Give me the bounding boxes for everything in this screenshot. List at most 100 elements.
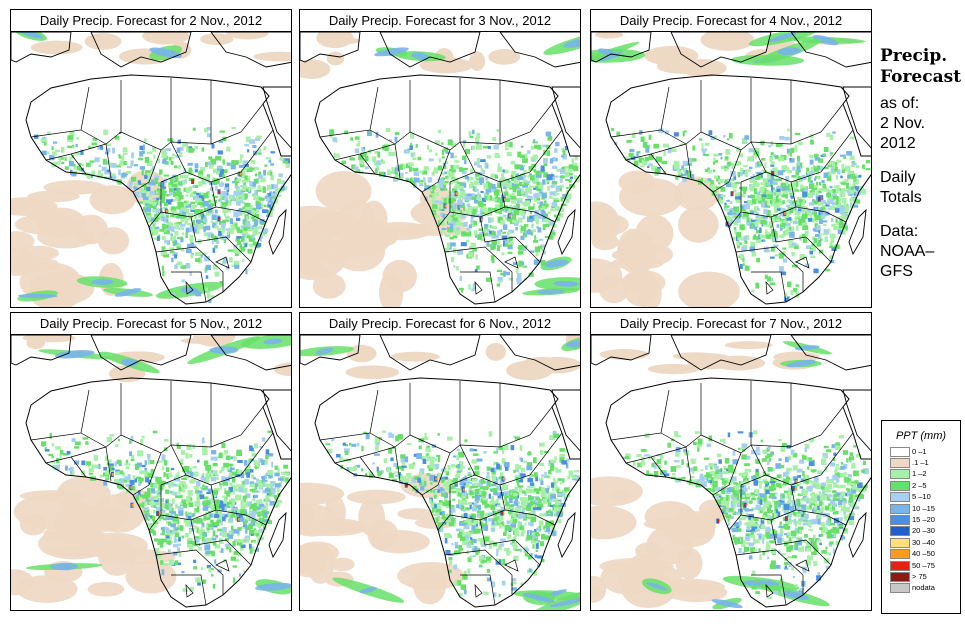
country-border	[421, 452, 451, 496]
forecast-panel: Daily Precip. Forecast for 5 Nov., 2012	[10, 312, 292, 611]
country-border	[80, 383, 122, 448]
light-precip-layer	[11, 335, 291, 603]
country-border	[30, 389, 90, 441]
precip-map	[10, 31, 292, 308]
europe-outline	[11, 335, 291, 371]
country-border	[155, 246, 224, 292]
madagascar-outline	[557, 208, 576, 256]
country-border	[210, 181, 267, 223]
country-border	[155, 549, 224, 595]
forecast-panel: Daily Precip. Forecast for 2 Nov., 2012	[10, 9, 292, 308]
precip-map	[299, 334, 581, 611]
forecast-panel: Daily Precip. Forecast for 3 Nov., 2012	[299, 9, 581, 308]
legend-swatch	[890, 526, 910, 537]
country-border	[765, 129, 854, 183]
country-border	[210, 484, 267, 526]
country-border	[190, 216, 252, 263]
country-border	[735, 549, 804, 595]
legend-swatch	[890, 537, 910, 548]
country-border	[105, 143, 112, 179]
country-border	[444, 549, 513, 595]
legend-item: nodata	[882, 583, 960, 594]
arabia-outline	[551, 389, 580, 452]
madagascar-outline	[268, 208, 287, 256]
precip-map	[10, 334, 292, 611]
country-border	[319, 389, 379, 441]
legend-label: 1 –2	[912, 469, 927, 479]
country-border	[409, 381, 461, 454]
country-border	[460, 574, 496, 606]
country-border	[394, 143, 401, 179]
precip-map	[590, 334, 872, 611]
country-border	[319, 86, 379, 138]
country-border	[660, 80, 702, 145]
legend-item: 50 –75	[882, 560, 960, 571]
country-border	[700, 381, 752, 454]
country-border	[765, 583, 774, 598]
land-rain-layer	[41, 430, 291, 592]
sidebar-info: Precip. Forecast as of: 2 Nov. 2012 Dail…	[880, 46, 965, 282]
europe-outline	[11, 32, 291, 68]
country-border	[185, 432, 274, 486]
legend-item: 20 –30	[882, 526, 960, 537]
precip-map	[590, 31, 872, 308]
country-border	[394, 446, 401, 482]
country-border	[499, 484, 556, 526]
country-border	[359, 153, 376, 175]
arabia-outline	[842, 86, 871, 149]
legend-item: 0 –1	[882, 446, 960, 457]
country-border	[185, 129, 274, 183]
panel-title: Daily Precip. Forecast for 3 Nov., 2012	[299, 9, 581, 32]
country-border	[171, 271, 207, 303]
country-border	[190, 519, 252, 566]
country-border	[650, 153, 667, 175]
legend-item: 5 –10	[882, 492, 960, 503]
madagascar-outline	[268, 511, 287, 559]
data-line-1: Data:	[880, 223, 919, 240]
arabia-outline	[551, 86, 580, 149]
heading-line-1: Precip.	[880, 46, 948, 66]
country-border	[770, 519, 832, 566]
country-border	[504, 559, 519, 572]
africa-coastline	[605, 74, 871, 305]
country-border	[171, 574, 207, 606]
legend-label: 0 –1	[912, 446, 927, 456]
legend-item: 30 –40	[882, 537, 960, 548]
country-border	[750, 406, 844, 448]
arabia-outline	[262, 389, 291, 452]
europe-outline	[591, 335, 871, 371]
country-border	[185, 280, 194, 295]
legend-label: 10 –15	[912, 503, 935, 513]
legend-label: nodata	[912, 583, 935, 593]
ppt-legend: PPT (mm) 0 –1 .1 –1 1 –2 2 –5 5 –10 10 –15 15 …	[881, 420, 961, 614]
legend-swatch	[890, 549, 910, 560]
land-rain-layer	[325, 430, 580, 598]
country-border	[215, 559, 230, 572]
africa-coastline	[605, 377, 871, 608]
country-border	[105, 446, 112, 482]
country-border	[474, 432, 563, 486]
legend-item: 40 –50	[882, 549, 960, 560]
country-border	[795, 559, 810, 572]
legend-swatch	[890, 583, 910, 594]
legend-title: PPT (mm)	[895, 430, 947, 442]
country-border	[80, 80, 122, 145]
panel-title: Daily Precip. Forecast for 5 Nov., 2012	[10, 312, 292, 335]
legend-label: .1 –1	[912, 458, 929, 468]
legend-swatch	[890, 458, 910, 469]
country-border	[735, 246, 804, 292]
legend-swatch	[890, 492, 910, 503]
europe-outline	[300, 335, 580, 371]
country-border	[479, 216, 541, 263]
legend-label: 5 –10	[912, 492, 931, 502]
country-border	[170, 406, 264, 448]
precip-map-svg	[591, 32, 871, 307]
legend-swatch	[890, 515, 910, 526]
ocean-rain-layer	[26, 335, 291, 595]
africa-coastline	[25, 74, 291, 305]
asof-line-3: 2012	[880, 135, 916, 152]
country-border	[132, 149, 162, 193]
country-border	[770, 216, 832, 263]
panel-title: Daily Precip. Forecast for 6 Nov., 2012	[299, 312, 581, 335]
totals-line-2: Totals	[880, 189, 922, 206]
